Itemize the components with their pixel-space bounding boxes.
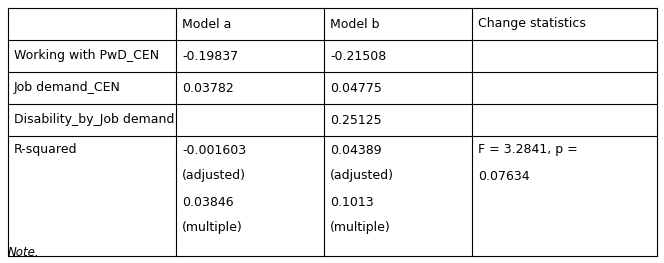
Text: Disability_by_Job demand: Disability_by_Job demand <box>14 114 175 127</box>
Text: -0.21508: -0.21508 <box>330 49 386 63</box>
Text: -0.19837: -0.19837 <box>182 49 238 63</box>
Text: (adjusted): (adjusted) <box>182 169 246 183</box>
Text: F = 3.2841, p =: F = 3.2841, p = <box>478 144 578 156</box>
Text: R-squared: R-squared <box>14 144 78 156</box>
Text: Note.: Note. <box>8 245 40 259</box>
Text: Change statistics: Change statistics <box>478 18 586 31</box>
Text: Model a: Model a <box>182 18 231 31</box>
Text: 0.25125: 0.25125 <box>330 114 382 127</box>
Text: 0.04775: 0.04775 <box>330 82 382 94</box>
Text: 0.1013: 0.1013 <box>330 195 374 209</box>
Text: (multiple): (multiple) <box>182 221 243 235</box>
Text: (multiple): (multiple) <box>330 221 390 235</box>
Text: 0.03846: 0.03846 <box>182 195 234 209</box>
Text: 0.07634: 0.07634 <box>478 169 530 183</box>
Text: Model b: Model b <box>330 18 380 31</box>
Text: Working with PwD_CEN: Working with PwD_CEN <box>14 49 159 63</box>
Text: Job demand_CEN: Job demand_CEN <box>14 82 121 94</box>
Text: -0.001603: -0.001603 <box>182 144 246 156</box>
Text: 0.04389: 0.04389 <box>330 144 382 156</box>
Text: 0.03782: 0.03782 <box>182 82 234 94</box>
Text: (adjusted): (adjusted) <box>330 169 394 183</box>
